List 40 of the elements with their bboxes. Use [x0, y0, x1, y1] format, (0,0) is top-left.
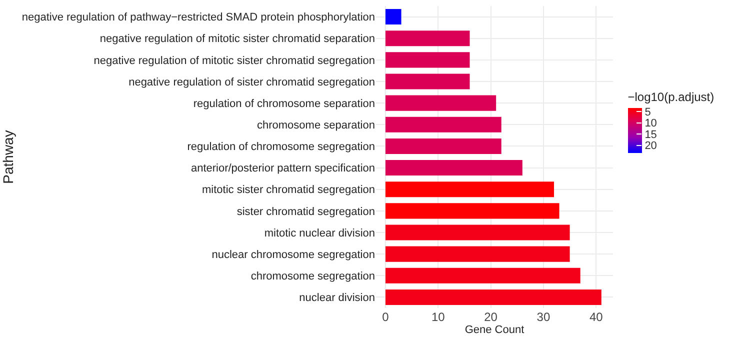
bar	[385, 9, 402, 25]
bar	[385, 95, 496, 111]
y-tick-label: negative regulation of mitotic sister chromatid separation	[100, 33, 375, 46]
y-tick-label: nuclear chromosome segregation	[212, 248, 375, 261]
bar	[385, 138, 502, 154]
x-tick-label: 30	[536, 310, 550, 324]
color-bar-label: 10	[644, 118, 657, 130]
y-tick-label: chromosome separation	[256, 119, 375, 132]
bar	[385, 203, 560, 219]
y-tick-label: regulation of chromosome segregation	[187, 141, 375, 154]
bar	[385, 116, 502, 132]
bar	[385, 182, 554, 198]
y-tick-label: negative regulation of pathway−restricted SMAD protein phosphorylation	[22, 12, 375, 24]
bar	[385, 289, 602, 305]
bar	[385, 246, 570, 262]
bar	[385, 268, 580, 284]
x-tick-label: 10	[431, 310, 446, 324]
bar	[385, 74, 470, 90]
y-tick-label: mitotic sister chromatid segregation	[202, 184, 375, 196]
y-tick-label: negative regulation of sister chromatid segregation	[128, 76, 375, 88]
y-tick-label: nuclear division	[299, 292, 375, 304]
bar	[385, 52, 470, 68]
y-tick-label: negative regulation of mitotic sister chromatid segregation	[94, 54, 375, 67]
color-bar-label: 20	[644, 140, 657, 152]
x-axis-title: Gene Count	[464, 324, 524, 336]
y-tick-label: regulation of chromosome separation	[193, 98, 375, 110]
x-tick-label: 0	[382, 310, 390, 324]
bar	[385, 160, 522, 176]
color-bar-title: −log10(p.adjust)	[628, 90, 714, 104]
color-bar-label: 5	[644, 106, 651, 118]
x-tick-label: 40	[589, 310, 604, 324]
y-tick-label: anterior/posterior pattern specification	[190, 162, 375, 175]
y-tick-label: sister chromatid segregation	[236, 206, 375, 218]
bar	[385, 224, 570, 240]
x-tick-label: 20	[484, 310, 498, 324]
y-tick-label: mitotic nuclear division	[264, 227, 375, 240]
color-bar-label: 15	[644, 128, 657, 141]
y-axis-title: Pathway	[0, 130, 16, 184]
y-tick-label: chromosome segregation	[250, 270, 375, 282]
bar	[385, 30, 470, 46]
